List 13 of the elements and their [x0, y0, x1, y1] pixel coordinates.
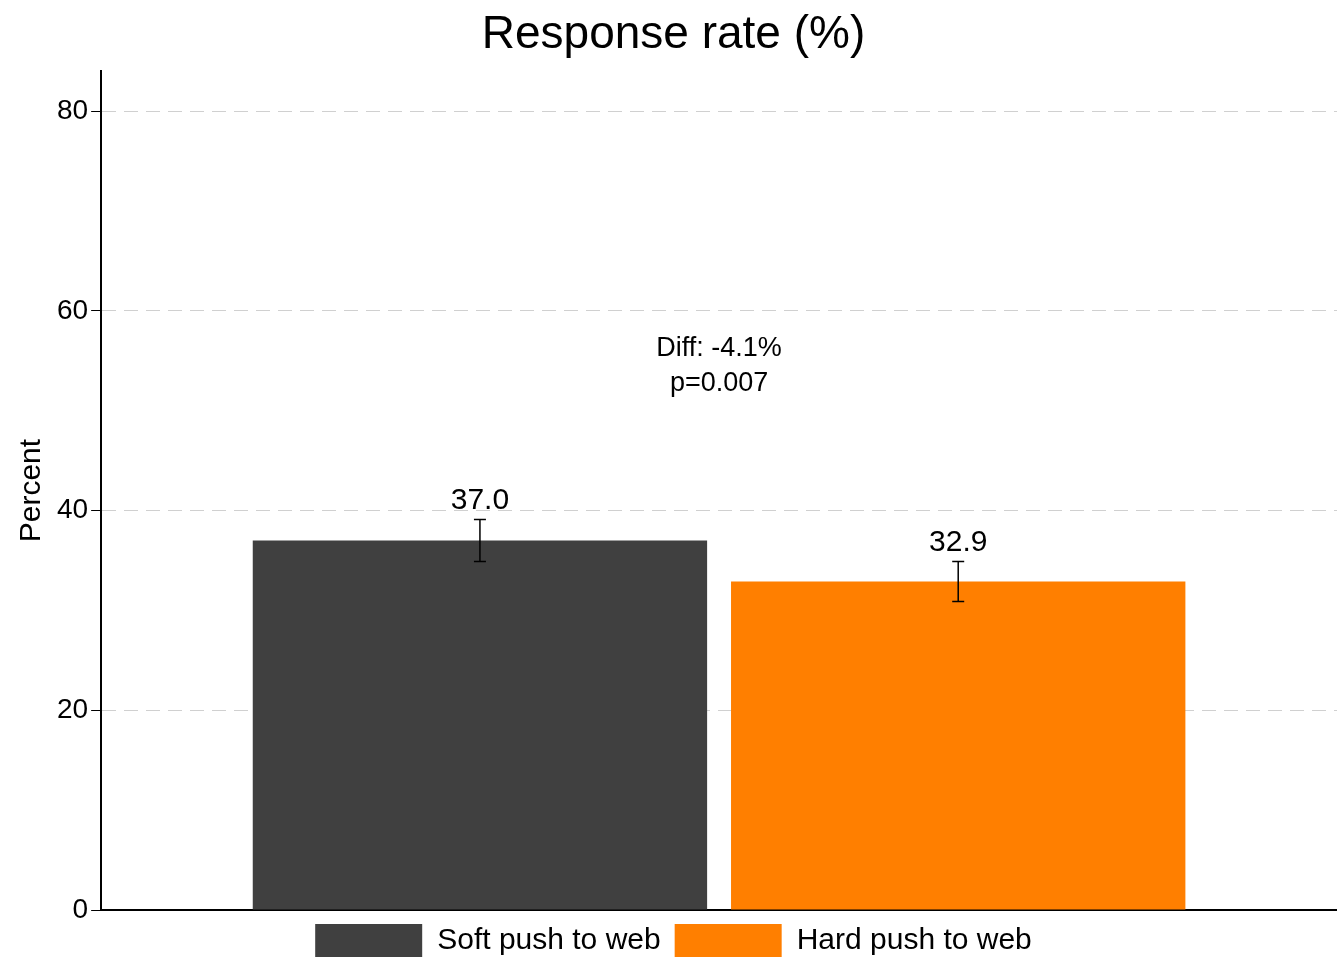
y-axis-title: Percent	[13, 438, 47, 543]
legend-label: Hard push to web	[796, 921, 1032, 955]
annotation: Diff: -4.1%	[656, 331, 782, 362]
legend-label: Soft push to web	[437, 921, 661, 955]
data-label: 32.9	[929, 523, 988, 557]
y-tick-label: 0	[72, 892, 89, 924]
y-tick-label: 20	[56, 693, 89, 724]
y-tick-label: 60	[56, 293, 89, 325]
y-tick-label: 80	[56, 93, 89, 125]
chart-title: Response rate (%)	[481, 6, 866, 59]
data-label: 37.0	[450, 481, 510, 515]
annotation: p=0.007	[669, 366, 769, 397]
y-tick-label: 40	[56, 493, 89, 525]
